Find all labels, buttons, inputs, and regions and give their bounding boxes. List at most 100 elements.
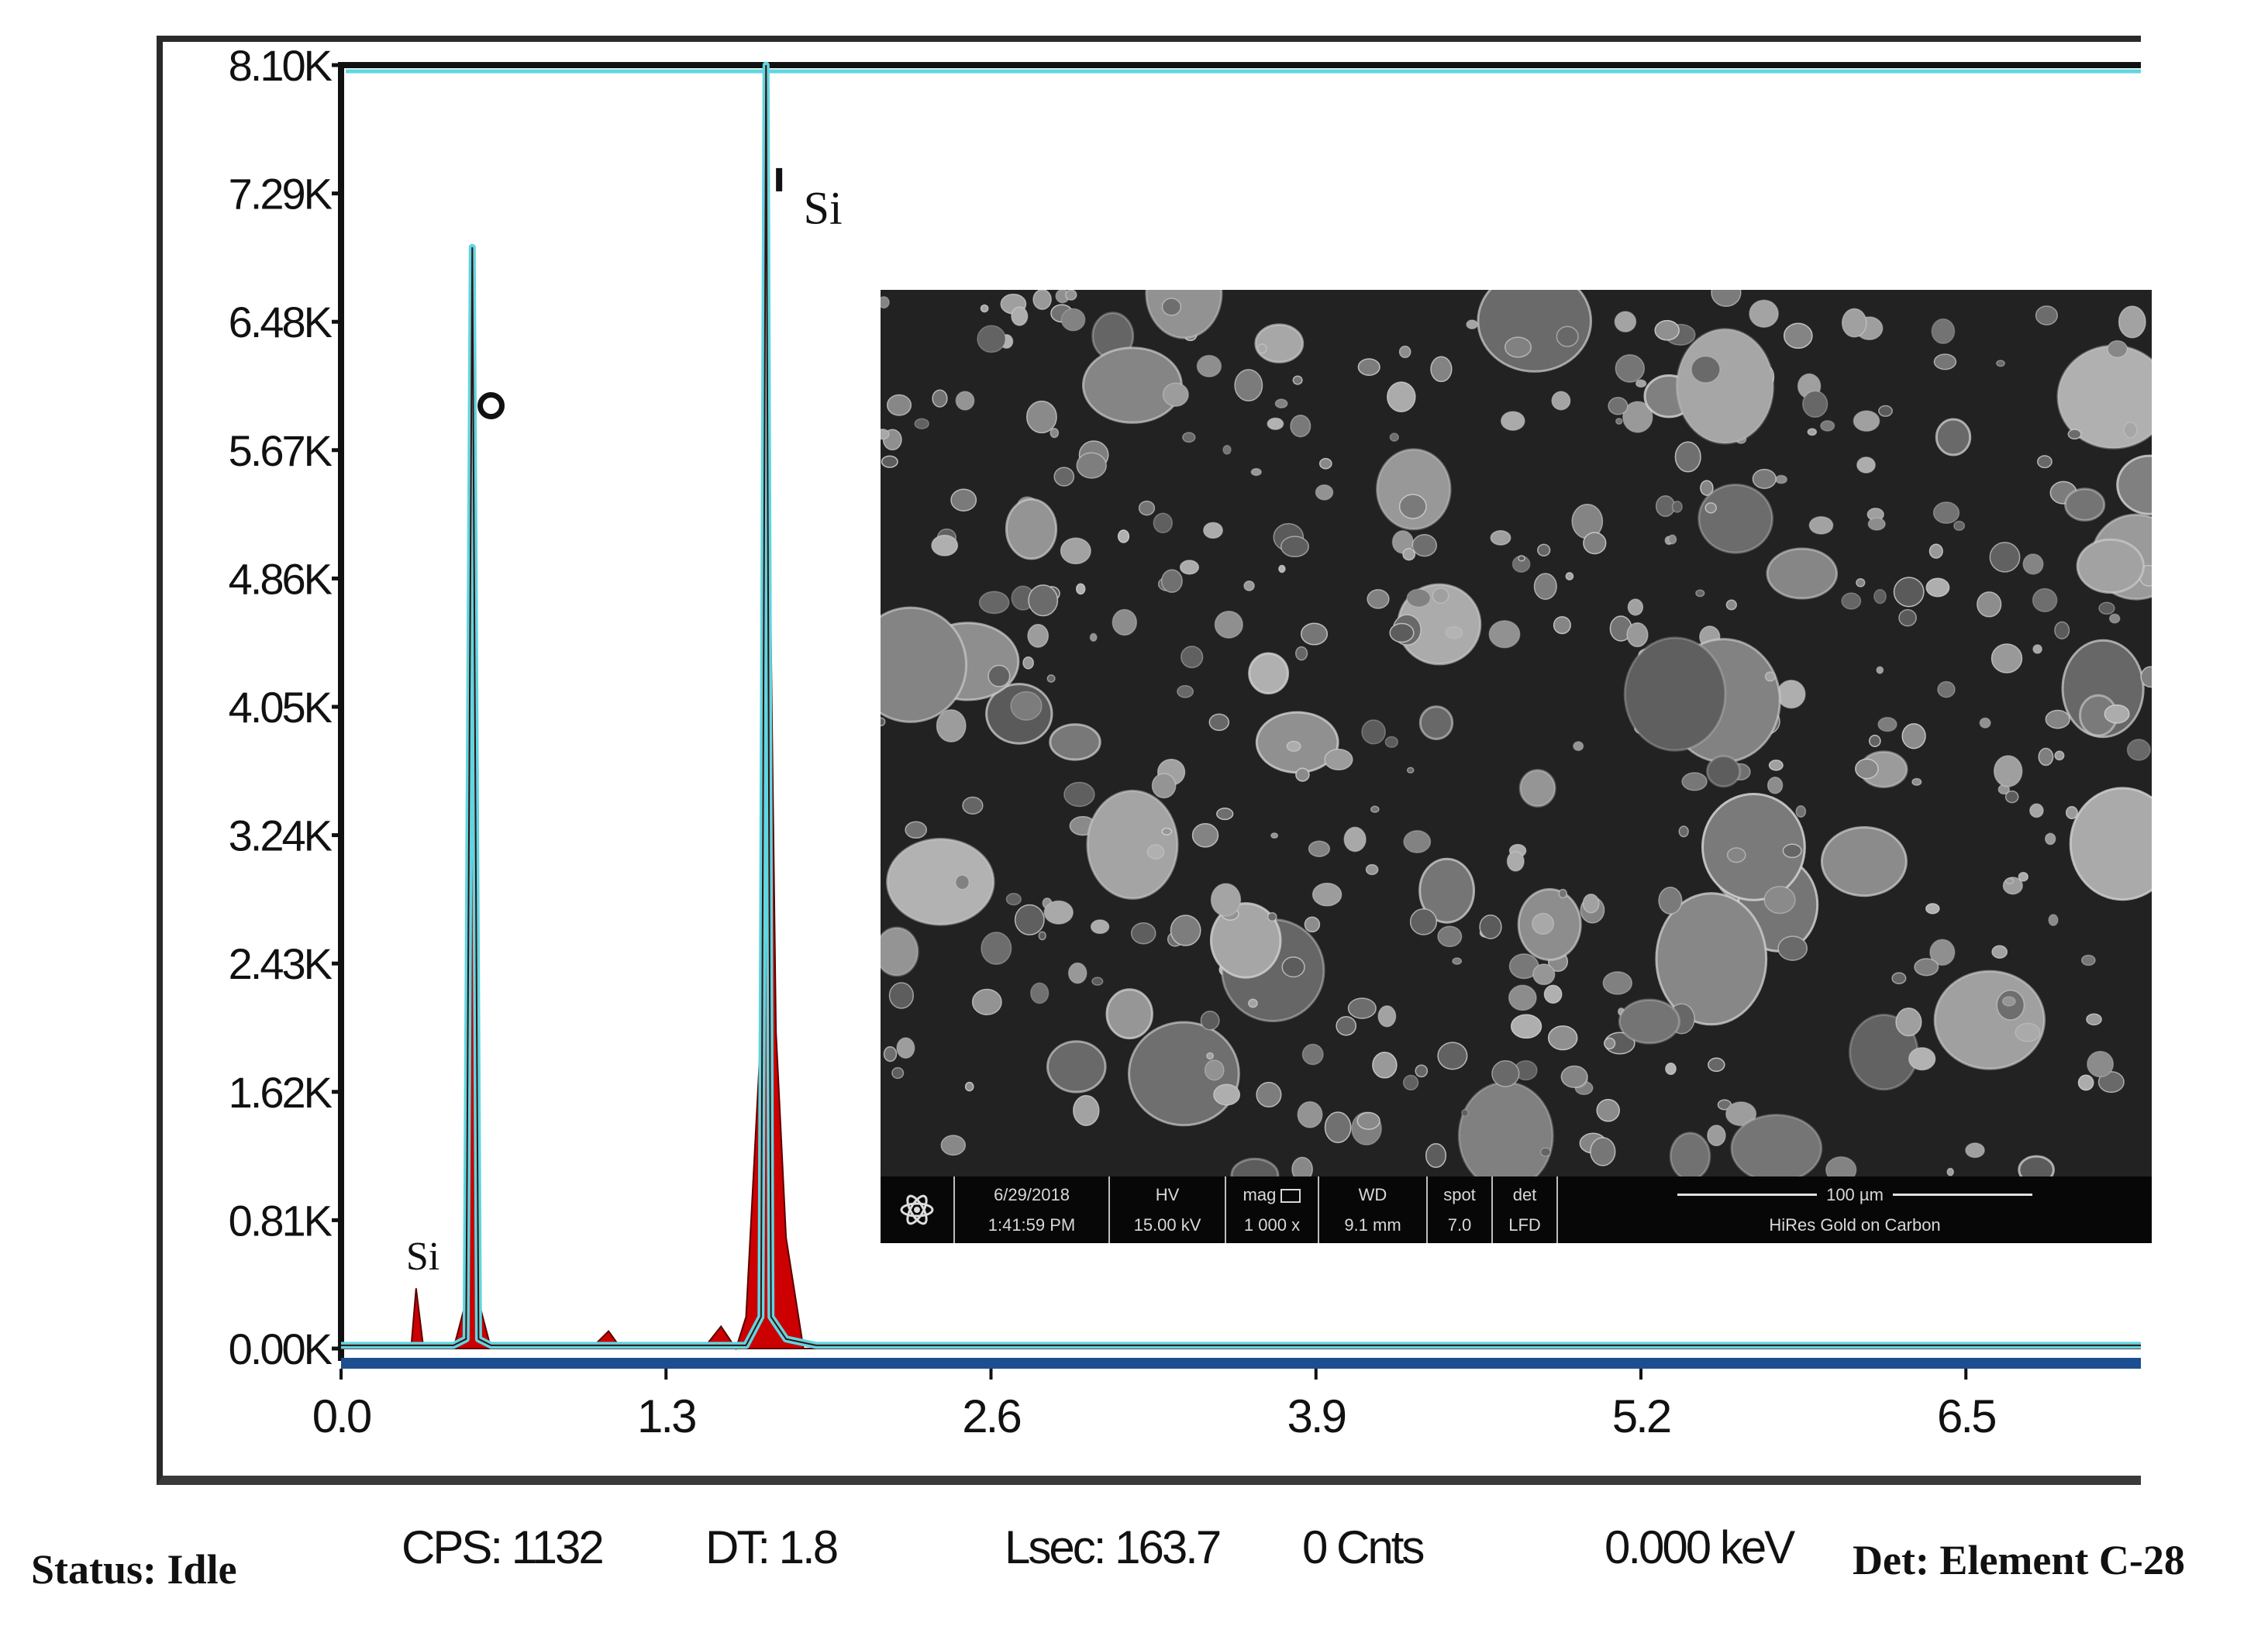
sem-data-bar: 6/29/2018 1:41:59 PM HV 15.00 kV mag 1 0… <box>881 1176 2152 1243</box>
sem-particle <box>2018 871 2028 882</box>
sem-scale-cell: 100 µm HiRes Gold on Carbon <box>1558 1176 2152 1243</box>
oxygen-peak-label <box>477 392 505 420</box>
sem-particle <box>1398 345 1411 359</box>
sem-particle <box>1895 1007 1922 1037</box>
sem-particle <box>1082 346 1183 424</box>
sem-particle <box>1387 381 1416 412</box>
sem-particle <box>2123 422 2138 439</box>
sem-particle <box>1243 580 1255 591</box>
sem-particle <box>1518 555 1525 562</box>
sem-particle <box>1324 748 1353 771</box>
sem-particle <box>1565 572 1574 580</box>
sem-particle <box>1700 480 1714 496</box>
sem-particle <box>1935 418 1972 456</box>
sem-particle <box>1297 1101 1323 1128</box>
sem-particle <box>1011 306 1029 326</box>
sem-particle <box>1615 417 1623 425</box>
sem-particle <box>1763 885 1796 915</box>
x-axis: 0.0 1.3 2.6 3.9 5.2 6.5 <box>312 1358 2141 1442</box>
sem-particle <box>1681 772 1708 791</box>
sem-logo <box>881 1176 955 1243</box>
sem-particle <box>1701 793 1806 901</box>
sem-particle <box>1752 468 1777 489</box>
sem-particle <box>1060 308 1086 332</box>
atom-logo-icon <box>900 1194 934 1225</box>
x-tick-label: 1.3 <box>637 1390 695 1442</box>
sem-particle <box>881 606 968 723</box>
sem-particle <box>1304 916 1321 933</box>
y-tick-label: 7.29K <box>229 170 333 219</box>
sem-particle <box>1623 636 1727 752</box>
sem-particle <box>1151 773 1177 799</box>
sem-particle <box>1336 1015 1357 1036</box>
sem-particle <box>2005 877 2015 884</box>
sem-particle <box>1324 1111 1352 1143</box>
sem-particle <box>1053 467 1075 487</box>
sem-particle <box>1274 398 1288 409</box>
sem-particle <box>1318 457 1332 470</box>
sem-particle <box>1573 741 1584 752</box>
sem-particle <box>1965 1142 1985 1159</box>
sem-particle <box>1315 484 1334 501</box>
scale-bar-line-right <box>1892 1194 2032 1196</box>
sem-particle <box>1820 419 1835 432</box>
sem-particle <box>1210 883 1242 917</box>
sem-particle <box>1403 830 1432 853</box>
sem-particle <box>980 304 989 313</box>
sem-particle <box>1191 822 1219 848</box>
sem-particle <box>1925 577 1950 598</box>
sem-particle <box>950 488 977 512</box>
sem-particle <box>1389 432 1400 442</box>
sem-particle <box>1060 537 1091 565</box>
sem-particle <box>1005 498 1058 560</box>
sem-particle <box>2054 750 2065 761</box>
sem-particle <box>1267 911 1277 922</box>
sem-particle <box>2032 587 2058 613</box>
sem-particle <box>2087 1050 2115 1078</box>
sem-particle <box>1506 850 1525 872</box>
sem-particle <box>2126 739 2151 761</box>
sem-particle <box>2022 553 2044 575</box>
sem-particle <box>1089 632 1098 642</box>
sem-particle <box>1932 501 1960 525</box>
sem-particle <box>1046 1040 1107 1094</box>
sem-mag-value: 1 000 x <box>1243 1214 1301 1235</box>
sem-spot-label: spot <box>1443 1184 1476 1204</box>
sem-particle <box>1460 1108 1469 1118</box>
sem-particle <box>1993 755 2023 787</box>
sem-particle <box>1698 483 1773 554</box>
sem-particle <box>1539 1147 1552 1157</box>
sem-wd-label: WD <box>1358 1184 1387 1204</box>
sem-particle <box>2064 487 2106 522</box>
sem-particle <box>1050 427 1060 439</box>
sem-particle <box>881 717 886 727</box>
sem-particle <box>2140 666 2152 688</box>
sem-particle <box>1177 684 1194 698</box>
sem-particle <box>1209 902 1282 979</box>
sem-particle <box>1406 588 1432 608</box>
sem-particle <box>1117 529 1130 543</box>
sem-particle <box>1204 1059 1225 1081</box>
sem-particle <box>1856 577 1866 587</box>
sem-particle <box>1783 322 1813 349</box>
sem-particle <box>932 389 948 408</box>
sem-particle <box>1725 599 1737 611</box>
y-tick-label: 2.43K <box>229 939 333 988</box>
sem-particle <box>1356 1111 1380 1130</box>
sem-particle <box>1290 415 1312 438</box>
sem-particle <box>1583 532 1607 555</box>
sem-particle <box>1022 656 1034 670</box>
sem-particle <box>1213 1083 1241 1106</box>
sem-particle <box>1820 826 1908 897</box>
sem-particle <box>1635 379 1647 388</box>
sem-particle <box>1671 501 1683 513</box>
sem-particle <box>1615 354 1646 383</box>
sem-particle <box>1928 543 1943 559</box>
sem-particle <box>1996 360 2005 367</box>
sem-particle <box>1614 311 1637 333</box>
sem-particle <box>1510 1014 1542 1039</box>
sem-particle <box>1452 957 1463 965</box>
sem-spot-cell: spot 7.0 <box>1428 1176 1493 1243</box>
sem-particle <box>1376 448 1452 531</box>
